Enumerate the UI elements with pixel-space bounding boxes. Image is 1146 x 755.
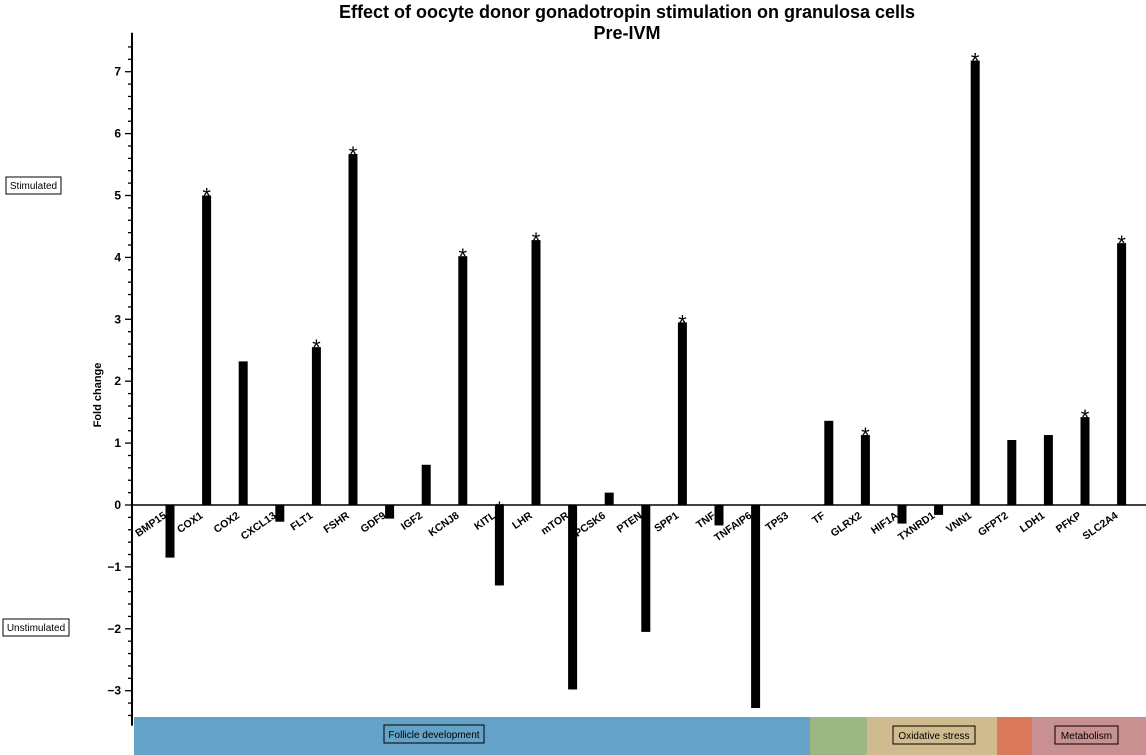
side-label-stimulated: Stimulated: [5, 176, 62, 195]
category-label-COX2: COX2: [212, 510, 242, 536]
bar-BMP15: [165, 505, 175, 558]
bar-PFKP: [1080, 417, 1090, 505]
y-tick-label: −2: [107, 622, 121, 636]
significance-marker: *: [459, 244, 468, 269]
category-label-PCSK6: PCSK6: [572, 510, 608, 540]
side-label-unstimulated-box: [2, 618, 70, 637]
bar-GFPT2: [1007, 440, 1017, 505]
category-label-FSHR: FSHR: [321, 509, 352, 535]
significance-marker: *: [495, 497, 504, 522]
significance-marker: *: [678, 310, 687, 335]
bar-TXNRD1: [934, 505, 944, 515]
bar-mTOR: [568, 505, 578, 690]
bars: [165, 60, 1127, 709]
category-label-TF: TF: [810, 509, 828, 527]
bar-KCNJ8: [458, 256, 468, 505]
group-label-box-oxidative-stress: [892, 725, 976, 745]
bar-PTEN: [641, 505, 651, 632]
group-band-unlabeled-green: [810, 717, 867, 755]
bar-GDF9: [385, 505, 395, 519]
category-label-IGF2: IGF2: [399, 510, 425, 533]
group-label-follicle-development: Follicle development: [388, 730, 479, 741]
bar-TNF: [714, 505, 724, 526]
category-label-BMP15: BMP15: [133, 510, 169, 540]
bar-FSHR: [348, 154, 358, 506]
category-label-LDH1: LDH1: [1018, 510, 1047, 536]
category-label-COX1: COX1: [175, 510, 205, 536]
chart-subtitle: Pre-IVM: [593, 23, 660, 43]
category-label-mTOR: mTOR: [539, 509, 572, 537]
y-tick-label: −1: [107, 560, 121, 574]
category-label-FLT1: FLT1: [288, 510, 315, 534]
significance-marker: *: [971, 49, 980, 74]
group-label-metabolism: Metabolism: [1061, 731, 1112, 742]
significance-marker: *: [202, 184, 211, 209]
category-label-LHR: LHR: [510, 509, 535, 531]
group-band: Follicle development Oxidative stress Me…: [134, 717, 1146, 755]
significance-marker: *: [312, 335, 321, 360]
y-tick-label: 2: [114, 374, 121, 388]
bar-VNN1: [970, 60, 980, 506]
bar-SPP1: [677, 322, 687, 505]
significance-marker: *: [1117, 231, 1126, 256]
significance-marker: *: [861, 423, 870, 448]
significance-markers: * * * * * * * * * * *: [202, 49, 1126, 522]
category-label-GFPT2: GFPT2: [976, 510, 1011, 539]
y-tick-label: 3: [114, 312, 121, 326]
bar-FLT1: [311, 347, 321, 505]
bar-LHR: [531, 240, 541, 505]
y-axis: −3 −2 −1 0 1 2 3 4 5 6 7: [107, 32, 133, 726]
bar-PCSK6: [604, 492, 614, 505]
bar-KITL: [494, 505, 504, 586]
category-label-PFKP: PFKP: [1054, 510, 1084, 536]
category-label-VNN1: VNN1: [944, 510, 974, 536]
y-axis-label: Fold change: [92, 363, 104, 428]
bar-GLRX2: [860, 435, 870, 505]
y-tick-label: −3: [107, 684, 121, 698]
category-label-KCNJ8: KCNJ8: [426, 510, 461, 540]
group-label-box-follicle-development: [383, 724, 485, 744]
y-tick-label: 1: [114, 436, 121, 450]
category-label-TP53: TP53: [763, 510, 791, 534]
bar-SLC2A4: [1117, 243, 1127, 505]
significance-marker: *: [532, 228, 541, 253]
bar-TF: [824, 420, 834, 505]
significance-marker: *: [1081, 405, 1090, 430]
bar-CXCL13: [275, 505, 285, 522]
category-label-SLC2A4: SLC2A4: [1080, 510, 1120, 543]
bar-HIF1A: [897, 505, 907, 524]
chart-title: Effect of oocyte donor gonadotropin stim…: [339, 2, 915, 22]
y-tick-label: 0: [114, 498, 121, 512]
y-tick-label: 6: [114, 127, 121, 141]
bar-LDH1: [1043, 435, 1053, 505]
side-label-stimulated-box: [5, 176, 62, 195]
category-label-CXCL13: CXCL13: [239, 510, 279, 543]
y-tick-label: 4: [114, 250, 121, 264]
bar-COX2: [238, 361, 248, 505]
side-label-unstimulated-text: Unstimulated: [7, 623, 65, 634]
category-label-SPP1: SPP1: [652, 510, 681, 535]
bar-TNFAIP6: [751, 505, 761, 709]
group-label-box-metabolism: [1054, 725, 1119, 745]
bar-IGF2: [421, 464, 431, 505]
group-band-unlabeled-orange: [997, 717, 1032, 755]
bar-COX1: [202, 195, 212, 505]
side-label-unstimulated: Unstimulated: [2, 618, 70, 637]
category-label-GDF9: GDF9: [358, 510, 388, 536]
y-tick-label: 5: [114, 189, 121, 203]
side-label-stimulated-text: Stimulated: [10, 181, 57, 192]
y-tick-label: 7: [114, 65, 121, 79]
significance-marker: *: [349, 142, 358, 167]
category-label-GLRX2: GLRX2: [829, 510, 865, 540]
group-label-oxidative-stress: Oxidative stress: [898, 731, 969, 742]
category-label-PTEN: PTEN: [615, 510, 645, 536]
group-band-follicle-development: [134, 717, 810, 755]
group-band-metabolism: [1032, 717, 1146, 755]
